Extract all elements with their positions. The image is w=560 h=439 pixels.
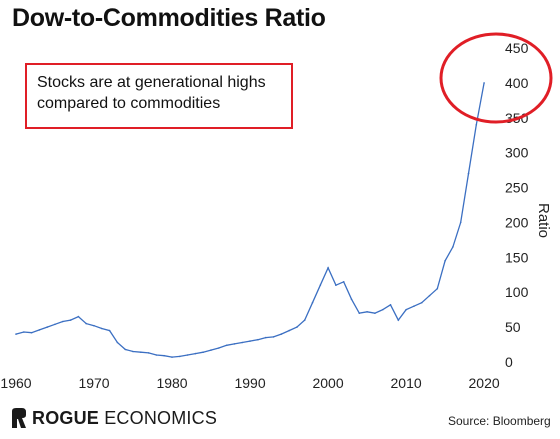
series-point — [23, 331, 25, 333]
series-point — [413, 305, 415, 308]
x-tick-label: 1990 — [234, 375, 265, 391]
series-point — [257, 338, 259, 341]
series-point — [483, 82, 485, 84]
y-tick-label: 200 — [505, 214, 529, 230]
chart-title: Dow-to-Commodities Ratio — [12, 4, 326, 32]
series-point — [124, 348, 126, 351]
brand-logo-icon — [12, 408, 26, 428]
brand-name-rest: ECONOMICS — [99, 407, 218, 428]
series-point — [210, 349, 212, 351]
y-tick-label: 150 — [505, 249, 529, 265]
highlight-circle — [439, 32, 553, 124]
series-point — [62, 320, 64, 323]
brand-name-bold: ROGUE — [32, 407, 100, 428]
series-point — [358, 312, 361, 315]
series-point — [389, 304, 392, 306]
series-point — [405, 308, 407, 311]
y-tick-label: 450 — [505, 40, 529, 56]
series-point — [397, 319, 400, 321]
series-point — [132, 350, 134, 353]
series-point — [218, 347, 220, 349]
series-point — [38, 329, 41, 331]
x-tick-label: 2010 — [391, 375, 422, 391]
series-point — [155, 354, 158, 356]
series-points — [15, 82, 485, 358]
x-tick-label: 2020 — [469, 375, 500, 391]
series-point — [475, 124, 478, 126]
y-tick-label: 400 — [505, 75, 529, 91]
source-note: Source: Bloomberg — [448, 414, 551, 428]
series-point — [459, 221, 462, 224]
series-point — [420, 301, 423, 304]
series-point — [202, 351, 204, 354]
x-tick-label: 2000 — [312, 375, 343, 391]
series-point — [350, 298, 353, 301]
series-point — [116, 341, 119, 344]
series-point — [452, 246, 454, 248]
series-point — [54, 323, 56, 326]
series-point — [327, 267, 329, 269]
series-point — [163, 354, 165, 357]
series-point — [46, 326, 48, 328]
annotation-callout: Stocks are at generational highs compare… — [25, 63, 293, 129]
series-point — [366, 311, 368, 313]
y-tick-label: 300 — [505, 145, 529, 161]
series-point — [436, 287, 439, 290]
brand-logo: ROGUE ECONOMICS — [10, 406, 217, 430]
series-point — [381, 308, 384, 311]
series-point — [444, 260, 446, 262]
series-point — [179, 355, 181, 358]
series-point — [140, 351, 142, 354]
series-point — [280, 333, 283, 335]
y-tick-label: 50 — [505, 319, 521, 335]
series-point — [15, 333, 17, 335]
series-point — [467, 172, 470, 175]
y-axis-label: Ratio — [535, 203, 552, 238]
series-point — [241, 341, 243, 344]
series-point — [428, 294, 431, 297]
series-point — [171, 356, 173, 358]
series-point — [147, 352, 150, 354]
series-point — [335, 284, 337, 287]
series-point — [77, 315, 80, 318]
series-point — [249, 340, 251, 342]
x-tick-label: 1980 — [156, 375, 187, 391]
series-point — [225, 344, 228, 347]
x-tick-label: 1960 — [0, 375, 31, 391]
series-point — [264, 336, 267, 339]
series-point — [69, 319, 72, 321]
series-point — [194, 352, 197, 355]
series-point — [374, 312, 376, 315]
y-tick-label: 0 — [505, 354, 513, 370]
x-axis-ticks: 1960 1970 1980 1990 2000 2010 2020 — [0, 375, 499, 391]
series-point — [296, 326, 298, 328]
series-point — [303, 319, 306, 321]
series-point — [233, 343, 236, 345]
brand-name: ROGUE ECONOMICS — [32, 408, 217, 429]
series-point — [30, 331, 33, 334]
series-point — [319, 284, 322, 287]
series-point — [342, 281, 345, 283]
series-point — [186, 354, 189, 356]
y-tick-label: 250 — [505, 180, 529, 196]
series-point — [101, 327, 103, 330]
series-point — [288, 329, 290, 332]
series-point — [85, 322, 87, 325]
series-point — [93, 324, 95, 327]
series-point — [272, 336, 275, 338]
x-tick-label: 1970 — [78, 375, 109, 391]
series-point — [108, 329, 111, 332]
y-tick-label: 100 — [505, 284, 529, 300]
series-point — [311, 301, 314, 304]
